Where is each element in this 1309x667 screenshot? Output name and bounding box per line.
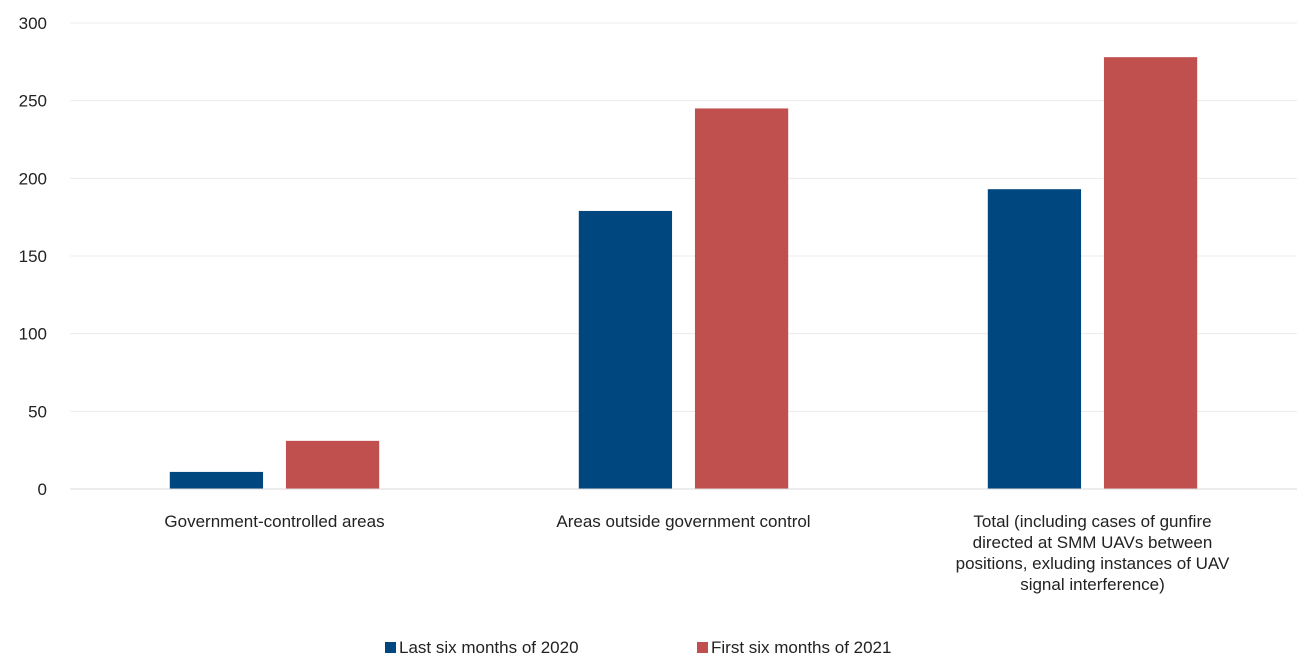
bars bbox=[169, 57, 1198, 489]
y-tick-label: 100 bbox=[19, 325, 47, 344]
y-tick-label: 50 bbox=[28, 402, 47, 421]
bar-last-six-months-2020 bbox=[169, 471, 264, 489]
legend: Last six months of 2020 First six months … bbox=[385, 638, 891, 657]
legend-swatch bbox=[385, 642, 396, 653]
bar-first-six-months-2021 bbox=[694, 108, 789, 489]
y-tick-label: 250 bbox=[19, 92, 47, 111]
x-category-label: Areas outside government control bbox=[556, 512, 810, 531]
y-tick-label: 150 bbox=[19, 247, 47, 266]
y-axis-ticks: 0 50 100 150 200 250 300 bbox=[19, 14, 47, 499]
y-tick-label: 0 bbox=[38, 480, 47, 499]
gridlines bbox=[70, 22, 1297, 412]
x-category-label-line: Areas outside government control bbox=[556, 512, 810, 531]
x-category-label-line: signal interference) bbox=[1020, 575, 1165, 594]
legend-label: Last six months of 2020 bbox=[399, 638, 579, 657]
y-tick-label: 200 bbox=[19, 169, 47, 188]
bar-first-six-months-2021 bbox=[285, 440, 380, 489]
x-axis-category-labels: Government-controlled areas Areas outside… bbox=[164, 512, 1230, 594]
x-category-label-line: directed at SMM UAVs between bbox=[973, 533, 1213, 552]
x-category-label: Total (including cases of gunfire directe… bbox=[956, 512, 1230, 594]
x-category-label-line: Government-controlled areas bbox=[164, 512, 384, 531]
x-category-label-line: positions, exluding instances of UAV bbox=[956, 554, 1230, 573]
legend-item: First six months of 2021 bbox=[697, 638, 891, 657]
bar-first-six-months-2021 bbox=[1103, 57, 1198, 489]
legend-label: First six months of 2021 bbox=[711, 638, 891, 657]
x-category-label-line: Total (including cases of gunfire bbox=[973, 512, 1211, 531]
legend-item: Last six months of 2020 bbox=[385, 638, 579, 657]
legend-swatch bbox=[697, 642, 708, 653]
y-tick-label: 300 bbox=[19, 14, 47, 33]
bar-last-six-months-2020 bbox=[578, 210, 673, 489]
x-category-label: Government-controlled areas bbox=[164, 512, 384, 531]
bar-last-six-months-2020 bbox=[987, 189, 1082, 489]
